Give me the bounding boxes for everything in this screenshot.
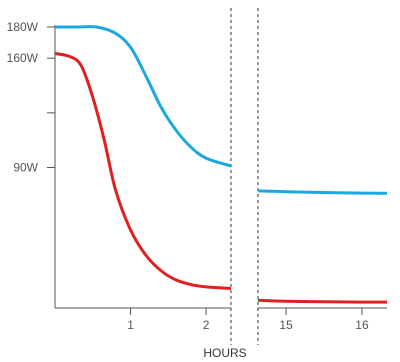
x-axis-title: HOURS xyxy=(203,346,246,360)
x-tick-label-15: 15 xyxy=(279,318,293,332)
labels: 180W 160W 90W 1 2 15 16 xyxy=(7,20,369,332)
series-layer xyxy=(54,25,388,304)
series-2-segment-2-line xyxy=(257,298,387,304)
series-1-segment-1-line xyxy=(54,25,232,168)
y-tick-label-2: 160W xyxy=(7,51,39,65)
x-tick-label-1: 1 xyxy=(127,318,134,332)
series-2-segment-1-line xyxy=(54,52,232,290)
y-tick-label-1: 180W xyxy=(7,20,39,34)
x-tick-label-2: 2 xyxy=(203,318,210,332)
x-tick-label-16: 16 xyxy=(355,318,369,332)
series-1-segment-2-line xyxy=(257,189,388,195)
axes xyxy=(47,8,387,345)
y-tick-label-4: 90W xyxy=(13,161,38,175)
